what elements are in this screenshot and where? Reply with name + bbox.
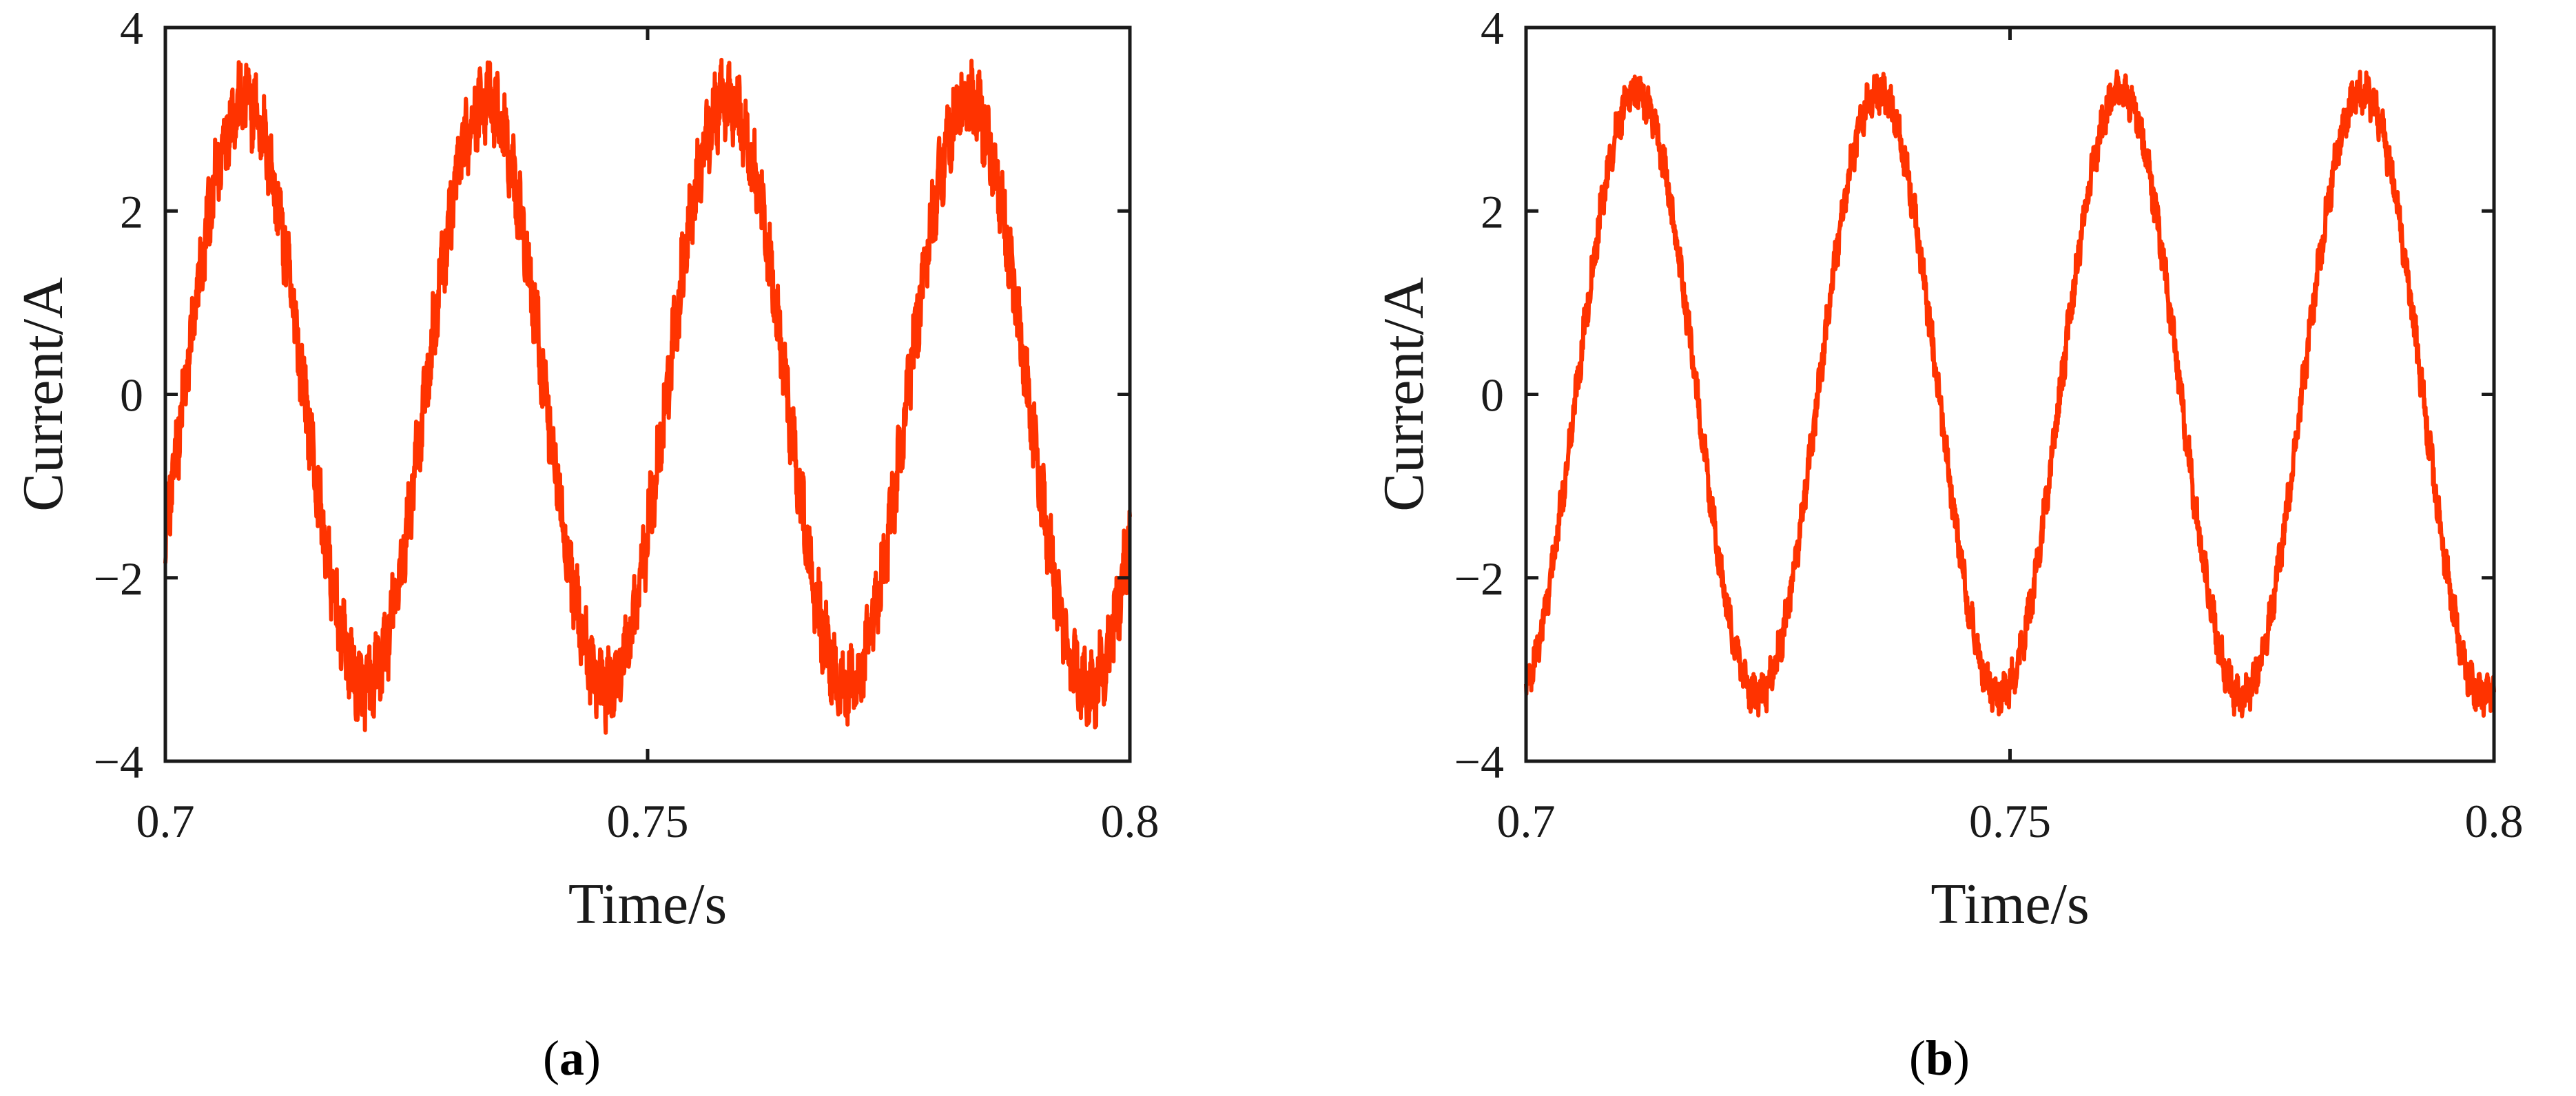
y-tick-label: 0	[120, 369, 143, 422]
y-tick-label: −2	[1454, 552, 1504, 605]
x-tick-label: 0.7	[136, 795, 195, 847]
chart-panel-b: −4 −2 0 2 4 0.7 0.75 0.8 Current/A Time/s (b)	[1372, 2, 2524, 1086]
x-tick-label: 0.8	[2465, 795, 2524, 847]
y-axis-ticks-b: −4 −2 0 2 4	[1454, 2, 2494, 788]
y-tick-label: −2	[94, 552, 143, 605]
panel-letter-b: b	[1926, 1031, 1953, 1086]
current-trace-a	[163, 57, 1132, 735]
x-tick-label: 0.75	[607, 795, 689, 847]
y-tick-label: 4	[1481, 2, 1504, 54]
panel-letter-a: a	[559, 1031, 584, 1086]
y-axis-label-a: Current/A	[11, 277, 75, 512]
x-tick-label: 0.7	[1497, 795, 1556, 847]
current-trace-b	[1524, 69, 2496, 718]
y-tick-label: −4	[94, 736, 143, 788]
x-axis-ticks-b: 0.7 0.75 0.8	[1497, 28, 2524, 847]
plot-frame-b	[1524, 25, 2496, 763]
x-axis-label-a: Time/s	[568, 872, 727, 936]
y-tick-label: 0	[1481, 369, 1504, 422]
panel-caption-a: (a)	[543, 1031, 601, 1086]
x-tick-label: 0.75	[1969, 795, 2051, 847]
y-tick-label: −4	[1454, 736, 1504, 788]
y-tick-label: 2	[120, 185, 143, 238]
y-tick-label: 4	[120, 2, 143, 54]
panel-caption-b: (b)	[1909, 1031, 1970, 1086]
x-axis-ticks-a: 0.7 0.75 0.8	[136, 28, 1160, 847]
x-axis-label-b: Time/s	[1930, 872, 2089, 936]
y-tick-label: 2	[1481, 185, 1504, 238]
x-tick-label: 0.8	[1101, 795, 1160, 847]
chart-panel-a: −4 −2 0 2 4 0.7 0.75 0.8 Current/A Time/s (a)	[11, 2, 1160, 1086]
y-axis-ticks-a: −4 −2 0 2 4	[94, 2, 1130, 788]
y-axis-label-b: Current/A	[1372, 277, 1436, 512]
